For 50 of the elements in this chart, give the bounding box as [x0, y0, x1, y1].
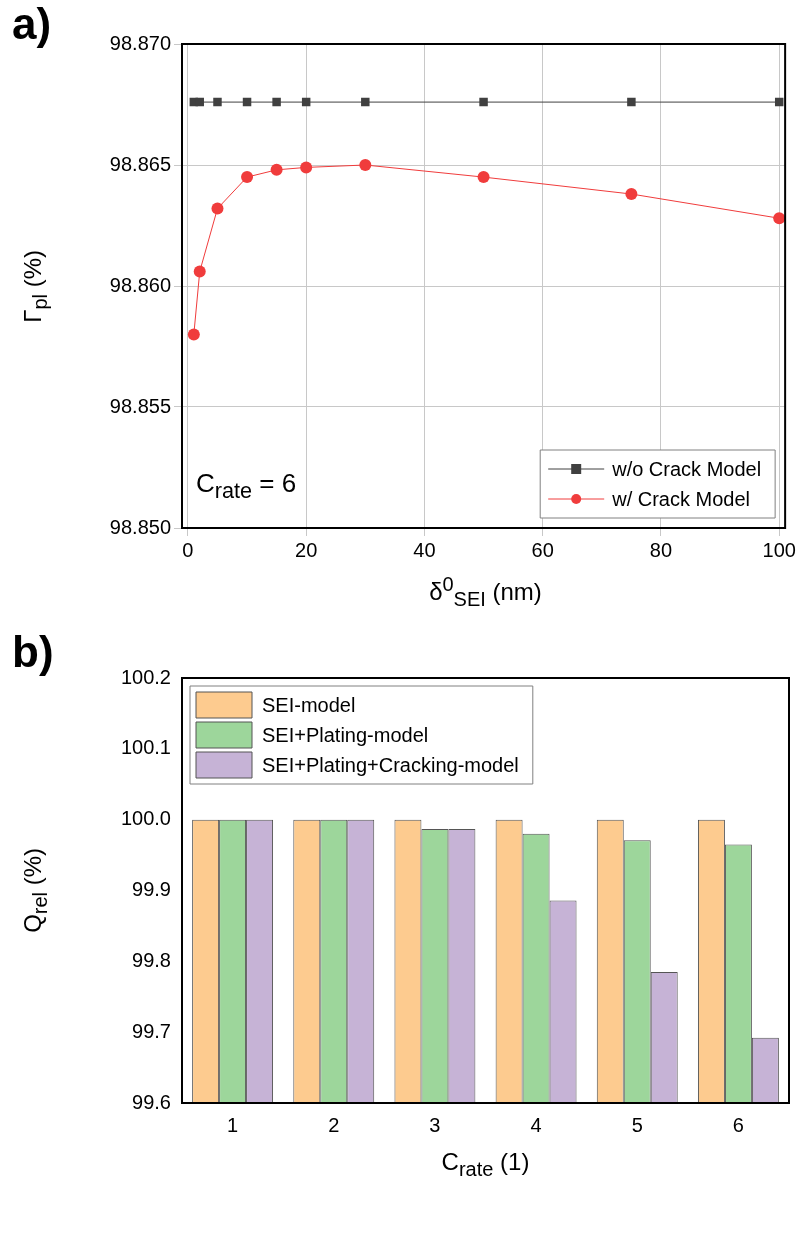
x-tick-label: 40 [413, 538, 436, 561]
point [627, 97, 636, 107]
point [270, 163, 283, 176]
point [300, 161, 313, 174]
legend-label: SEI+Plating-model [262, 723, 429, 746]
y-tick-label: 100.0 [120, 807, 171, 830]
legend-label: w/o Crack Model [611, 457, 762, 480]
point [625, 188, 638, 201]
point [195, 97, 204, 107]
x-tick-label: 1 [227, 1113, 239, 1136]
x-tick-label: 4 [530, 1113, 542, 1136]
y-tick-label: 99.9 [132, 878, 171, 901]
y-tick-label: 98.855 [109, 394, 171, 417]
y-tick-label: 100.2 [120, 665, 171, 688]
x-tick-label: 20 [295, 538, 318, 561]
annotation: C$_{rate}$ = 6 [196, 468, 297, 505]
chart-title: b) [12, 627, 54, 676]
y-tick-label: 100.1 [120, 736, 171, 759]
x-tick-label: 2 [328, 1113, 340, 1136]
legend-label: w/ Crack Model [611, 487, 751, 510]
y-tick-label: 98.870 [109, 31, 171, 54]
x-tick-label: 100 [762, 538, 796, 561]
x-tick-label: 60 [531, 538, 554, 561]
chart-title: a) [12, 0, 52, 48]
point [773, 212, 786, 225]
x-tick-label: 80 [649, 538, 673, 561]
y-tick-label: 98.850 [109, 515, 171, 538]
x-axis-title: C$_{rate}$ (1) [440, 1148, 531, 1181]
point [193, 265, 206, 278]
point [213, 97, 222, 107]
x-tick-label: 5 [631, 1113, 643, 1136]
point [272, 97, 281, 107]
legend-label: SEI+Plating+Cracking-model [262, 753, 519, 776]
x-tick-label: 6 [732, 1113, 744, 1136]
point [359, 159, 372, 171]
point [361, 97, 370, 107]
x-axis-title: δ$^{0}$$_{SEI}$ (nm) [428, 573, 543, 611]
y-tick-label: 99.7 [132, 1019, 171, 1042]
y-tick-label: 98.860 [109, 273, 171, 296]
x-tick-label: 0 [182, 538, 194, 561]
legend-label: SEI-model [262, 693, 356, 716]
y-tick-label: 99.8 [132, 948, 171, 971]
y-tick-label: 99.6 [132, 1090, 171, 1113]
point [187, 328, 200, 341]
point [211, 202, 224, 215]
point [477, 171, 490, 184]
y-tick-label: 98.865 [109, 152, 171, 175]
point [479, 97, 488, 107]
point [241, 171, 254, 184]
x-tick-label: 3 [429, 1113, 441, 1136]
